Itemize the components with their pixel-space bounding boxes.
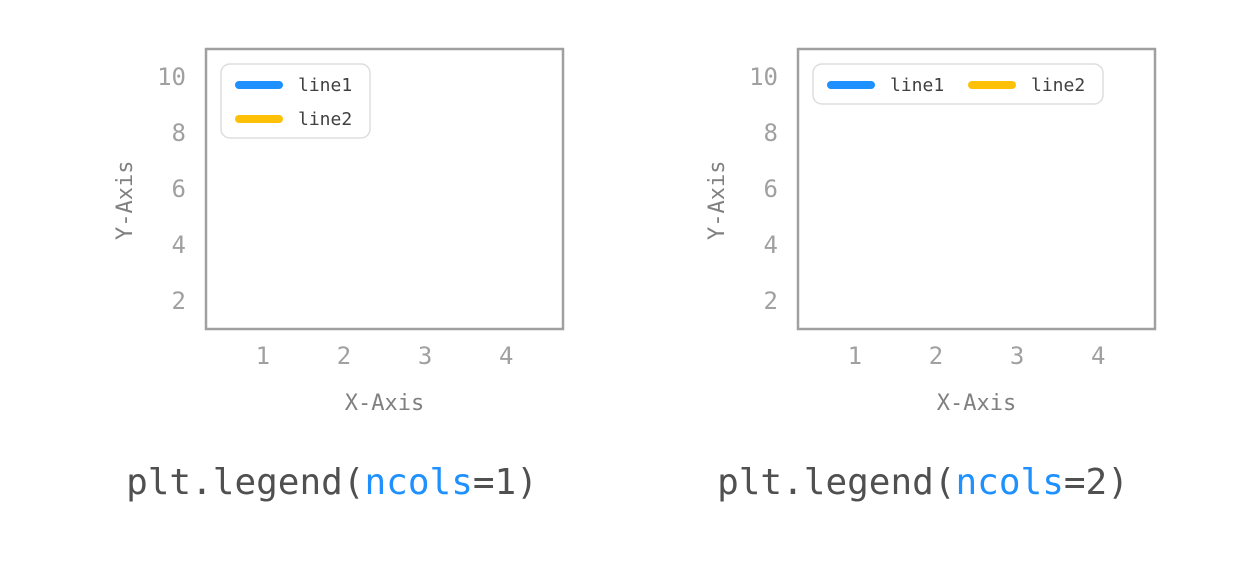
y-tick-label: 6 bbox=[172, 175, 186, 203]
legend: line1 line2 bbox=[812, 63, 1104, 105]
x-axis-label: X-Axis bbox=[937, 391, 1016, 416]
x-tick-label: 4 bbox=[499, 342, 513, 370]
caption-suffix: =1) bbox=[473, 462, 538, 503]
code-caption: plt.legend(ncols=2) bbox=[717, 462, 1129, 503]
line1-legend-label: line1 bbox=[890, 75, 944, 96]
legend: line1 line2 bbox=[220, 63, 371, 139]
plot-frame bbox=[796, 47, 1157, 331]
y-tick-label: 6 bbox=[764, 175, 778, 203]
line2-legend-label: line2 bbox=[298, 109, 352, 130]
caption-prefix: plt.legend( bbox=[126, 462, 364, 503]
x-axis-label: X-Axis bbox=[345, 391, 424, 416]
line2-legend-label: line2 bbox=[1031, 75, 1085, 96]
code-caption: plt.legend(ncols=1) bbox=[126, 462, 538, 503]
caption-param: ncols bbox=[956, 462, 1064, 503]
x-tick-label: 2 bbox=[337, 342, 351, 370]
line1-legend-label: line1 bbox=[298, 75, 352, 96]
y-tick-label: 4 bbox=[764, 231, 778, 259]
y-tick-label: 8 bbox=[764, 119, 778, 147]
x-tick-label: 3 bbox=[1010, 342, 1024, 370]
y-tick-label: 2 bbox=[764, 287, 778, 315]
caption-suffix: =2) bbox=[1064, 462, 1129, 503]
x-tick-label: 2 bbox=[929, 342, 943, 370]
plot-frame bbox=[204, 47, 565, 331]
y-axis-label: Y-Axis bbox=[113, 160, 138, 239]
x-tick-label: 3 bbox=[418, 342, 432, 370]
x-tick-label: 1 bbox=[256, 342, 270, 370]
x-tick-label: 1 bbox=[848, 342, 862, 370]
y-tick-label: 2 bbox=[172, 287, 186, 315]
caption-prefix: plt.legend( bbox=[717, 462, 955, 503]
y-tick-label: 8 bbox=[172, 119, 186, 147]
y-tick-label: 10 bbox=[749, 63, 778, 91]
legend-box bbox=[812, 63, 1104, 105]
y-axis-label: Y-Axis bbox=[705, 160, 730, 239]
x-tick-label: 4 bbox=[1091, 342, 1105, 370]
y-tick-label: 4 bbox=[172, 231, 186, 259]
caption-param: ncols bbox=[365, 462, 473, 503]
y-tick-label: 10 bbox=[157, 63, 186, 91]
